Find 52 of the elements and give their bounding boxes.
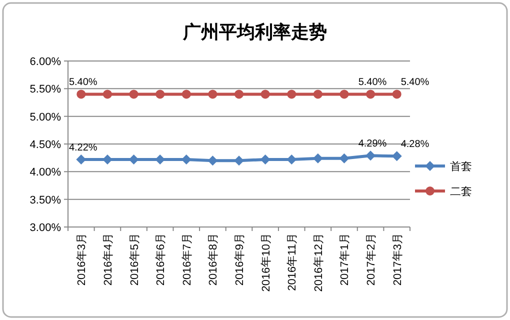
x-tick-label: 2016年9月 xyxy=(234,233,246,286)
point xyxy=(182,90,191,99)
point xyxy=(260,90,270,99)
data-label: 4.28% xyxy=(400,139,430,150)
point xyxy=(260,154,270,164)
point xyxy=(313,90,322,99)
data-label: 4.22% xyxy=(68,142,98,154)
y-tick-label: 4.00% xyxy=(30,166,62,179)
point xyxy=(234,156,244,166)
x-tick-label: 2016年4月 xyxy=(102,233,114,286)
point xyxy=(312,153,323,164)
point xyxy=(340,90,349,99)
x-tick-label: 2016年11月 xyxy=(286,233,299,291)
x-tick-label: 2016年10月 xyxy=(260,233,272,292)
point xyxy=(76,154,86,164)
point xyxy=(392,151,402,162)
x-tick-label: 2017年1月 xyxy=(339,233,352,286)
x-tick-label: 2016年12月 xyxy=(312,233,325,292)
x-tick-label: 2016年5月 xyxy=(128,233,141,286)
y-tick-label: 5.00% xyxy=(30,111,62,124)
point xyxy=(208,90,218,99)
point xyxy=(76,90,86,99)
legend-label: 首套 xyxy=(450,161,472,173)
point xyxy=(366,90,376,99)
legend-label: 二套 xyxy=(450,186,472,198)
point xyxy=(286,154,297,164)
x-tick-label: 2017年2月 xyxy=(366,233,378,286)
x-tick-label: 2016年8月 xyxy=(208,233,220,286)
y-tick-label: 3.00% xyxy=(30,222,62,234)
point xyxy=(129,90,138,99)
data-label: 5.40% xyxy=(68,77,98,88)
point xyxy=(102,90,112,99)
point xyxy=(366,150,376,161)
y-tick-label: 4.50% xyxy=(30,139,62,151)
point xyxy=(234,90,244,99)
x-tick-label: 2016年3月 xyxy=(76,233,88,286)
point xyxy=(208,156,218,166)
x-tick-label: 2016年7月 xyxy=(181,233,194,286)
point xyxy=(339,153,350,164)
x-tick-label: 2016年6月 xyxy=(155,233,168,286)
y-tick-label: 3.50% xyxy=(30,194,62,206)
point xyxy=(287,90,296,99)
x-tick-label: 2017年3月 xyxy=(392,233,404,286)
point xyxy=(392,90,402,99)
point xyxy=(156,90,165,99)
data-label: 5.40% xyxy=(358,77,387,88)
data-label: 5.40% xyxy=(400,77,430,88)
data-label: 4.29% xyxy=(358,138,387,150)
y-tick-label: 5.50% xyxy=(30,84,62,96)
chart-title: 广州平均利率走势 xyxy=(182,22,327,43)
y-tick-label: 6.00% xyxy=(30,56,62,68)
point xyxy=(128,154,139,164)
